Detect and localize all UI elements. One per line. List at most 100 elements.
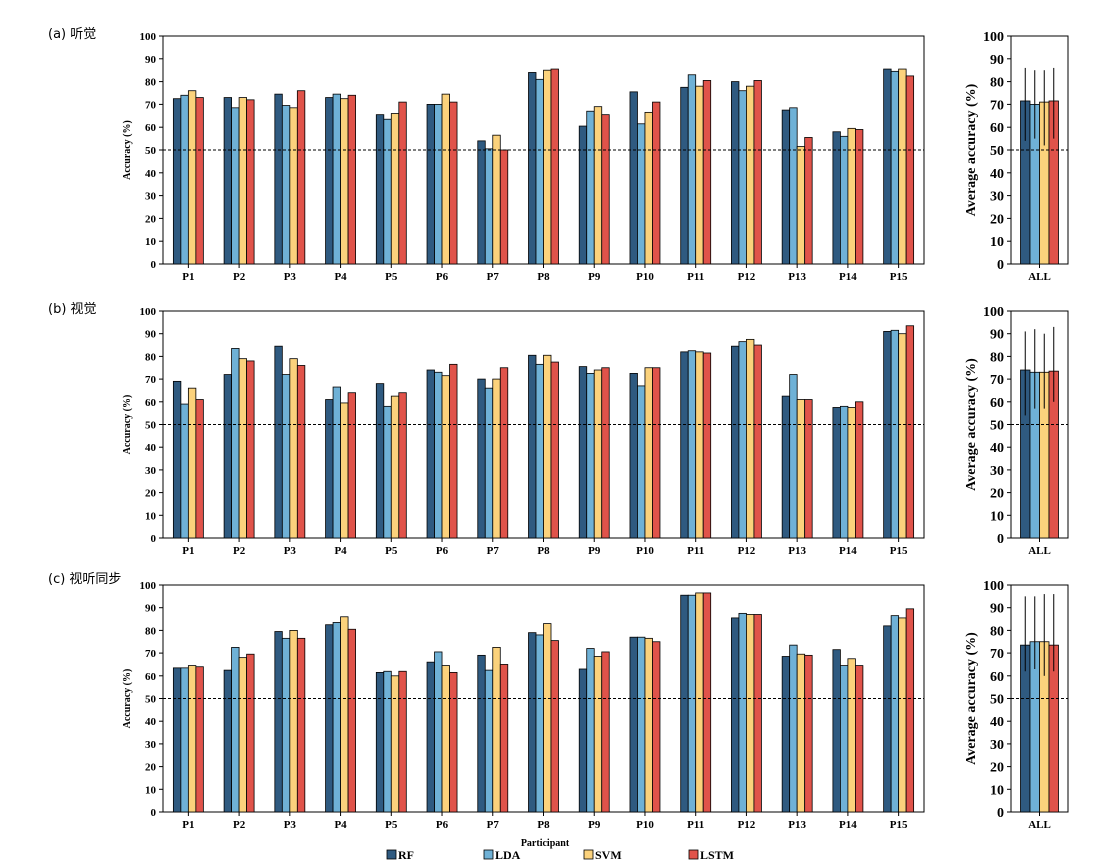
x-tick-label: P4	[334, 545, 347, 557]
bar-lda-p12	[738, 90, 747, 265]
bar-lstm-p8	[550, 68, 559, 265]
y-tick-label: 50	[990, 419, 1004, 434]
bar-rf-p12	[731, 345, 740, 539]
bar-svm-p8	[543, 623, 552, 813]
bar-rf-p14	[832, 407, 841, 539]
bar-lstm-p1	[195, 97, 204, 265]
bar-rf-p2	[223, 97, 233, 265]
x-tick-label: P13	[788, 271, 806, 283]
y-tick-label: 100	[983, 579, 1004, 594]
x-tick-label: P11	[687, 819, 704, 831]
bar-lstm-p1	[195, 399, 204, 539]
bar-svm-p1	[187, 387, 197, 539]
bar-rf-p1	[172, 98, 182, 265]
bar-rf-p5	[375, 383, 385, 539]
chart-4: (c) 视听同步 0 10 20 30 40 50 60 70 80 90 100 Accuracy (…	[48, 572, 925, 831]
y-axis-label: Accuracy (%)	[122, 669, 133, 729]
x-tick-label: P13	[788, 545, 806, 557]
bar-svm-p14	[847, 407, 856, 539]
y-tick-label: 10	[990, 235, 1004, 250]
bar-svm-p3	[289, 358, 298, 539]
y-tick-label: 20	[990, 487, 1004, 502]
bar-lstm-p6	[449, 101, 458, 265]
bar-lstm-p7	[499, 664, 509, 813]
bar-rf-p1	[172, 380, 182, 539]
y-tick-label: 60	[990, 670, 1004, 685]
bar-rf-p14	[832, 131, 841, 265]
bar-lstm-p4	[347, 94, 356, 265]
bar-svm-p4	[340, 98, 349, 265]
bar-rf-p4	[325, 624, 334, 813]
bar-svm-p2	[238, 358, 248, 539]
y-tick-label: 50	[145, 420, 157, 432]
bar-lstm-p12	[753, 80, 762, 265]
bar-lstm-p6	[449, 671, 458, 813]
bar-lda-p11	[687, 350, 697, 539]
bar-lda-p15	[890, 329, 900, 539]
x-tick-label: P4	[334, 271, 347, 283]
x-tick-label: ALL	[1028, 271, 1051, 283]
bar-lstm-p15	[905, 325, 915, 539]
x-tick-label: P7	[487, 271, 500, 283]
y-tick-label: 100	[140, 306, 157, 318]
bar-lstm-p7	[499, 367, 509, 539]
bar-rf-p3	[274, 93, 283, 265]
bar-svm-p7	[492, 647, 501, 813]
bar-lstm-p2	[246, 99, 255, 265]
y-tick-label: 60	[145, 122, 157, 134]
bar-lda-p13	[789, 107, 798, 265]
bar-lda-p14	[840, 405, 849, 539]
bar-rf-p9	[578, 668, 588, 813]
bar-lda-p15	[890, 70, 900, 265]
bar-svm-p15	[898, 68, 907, 265]
y-tick-label: 80	[145, 625, 157, 637]
bar-rf-p13	[781, 109, 791, 265]
bar-lda-p15	[890, 615, 900, 813]
legend-swatch	[386, 849, 397, 860]
bar-rf-p2	[223, 374, 233, 539]
bar-lstm-p11	[702, 592, 712, 813]
y-tick-label: 70	[145, 374, 157, 386]
x-tick-label: P5	[385, 545, 398, 557]
bar-lda-p12	[738, 341, 747, 539]
bar-lda-p13	[789, 644, 798, 813]
bar-lda-p4	[332, 386, 341, 539]
x-tick-label: P3	[284, 819, 297, 831]
y-tick-label: 50	[990, 144, 1004, 159]
y-tick-label: 90	[990, 328, 1004, 343]
bar-rf-p15	[883, 68, 892, 265]
bar-rf-p9	[578, 366, 588, 539]
bar-rf-p11	[680, 594, 689, 813]
x-tick-label: P10	[636, 271, 654, 283]
y-tick-label: 70	[990, 98, 1004, 113]
bar-rf-p12	[731, 617, 740, 813]
y-tick-label: 80	[990, 76, 1004, 91]
y-tick-label: 40	[990, 441, 1004, 456]
bar-svm-p10	[644, 637, 653, 813]
bar-rf-p5	[375, 671, 385, 813]
x-tick-label: P15	[890, 271, 908, 283]
x-axis-label: Participant	[521, 838, 570, 849]
x-tick-label: P5	[385, 271, 398, 283]
y-tick-label: 10	[145, 510, 157, 522]
bar-lda-p5	[383, 405, 392, 539]
bar-svm-p15	[898, 617, 907, 813]
y-tick-label: 60	[145, 671, 157, 683]
bar-lda-p5	[383, 670, 392, 813]
bar-lda-p2	[231, 107, 240, 265]
bar-lstm-p10	[652, 101, 661, 265]
bar-svm-p7	[492, 134, 501, 265]
x-tick-label: ALL	[1028, 819, 1051, 831]
y-tick-label: 80	[990, 350, 1004, 365]
bar-lstm-p5	[398, 101, 407, 265]
bar-svm-p11	[695, 85, 704, 265]
y-tick-label: 60	[990, 121, 1004, 136]
bar-svm-p11	[695, 592, 704, 813]
bar-lda-p7	[484, 669, 494, 813]
bar-lda-p7	[484, 387, 494, 539]
bar-lstm-p7	[499, 149, 509, 265]
bar-lstm-p9	[601, 651, 610, 813]
bar-svm-p2	[238, 97, 248, 265]
bar-lda-p13	[789, 374, 798, 539]
